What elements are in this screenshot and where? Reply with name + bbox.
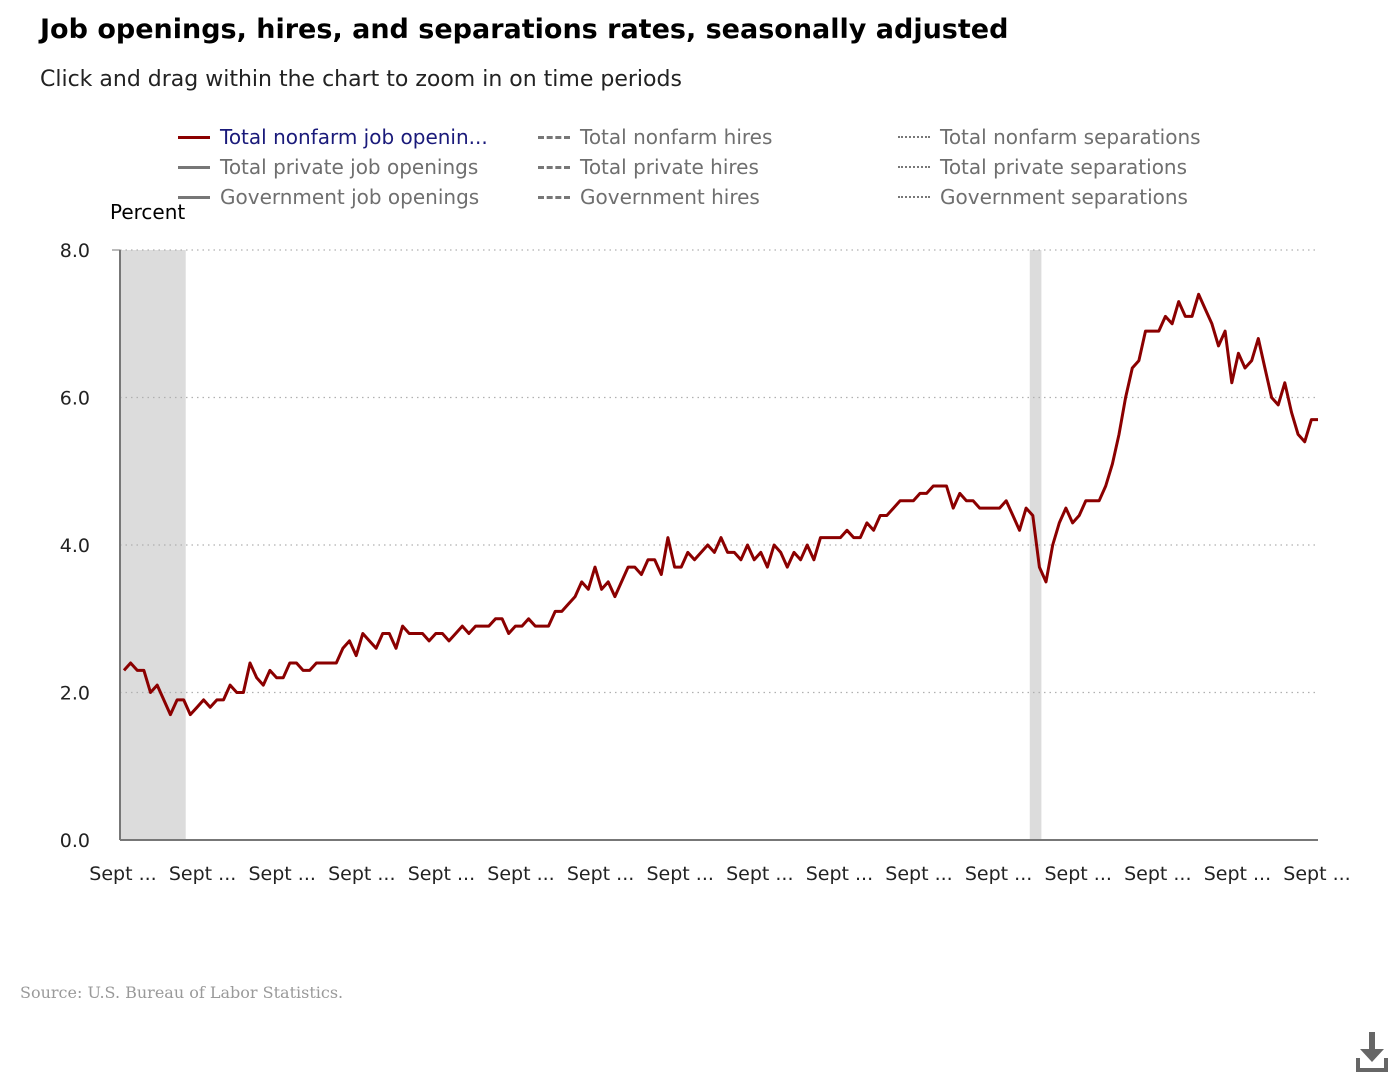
legend-swatch: [898, 136, 930, 138]
download-button[interactable]: [1352, 1030, 1392, 1074]
y-axis-label: Percent: [110, 200, 186, 224]
legend-label: Total private job openings: [220, 155, 479, 179]
chart-subtitle: Click and drag within the chart to zoom …: [40, 67, 682, 92]
x-tick-label: Sept ...: [965, 863, 1032, 885]
legend-swatch: [538, 195, 570, 199]
x-tick-label: Sept ...: [487, 863, 554, 885]
legend-swatch: [898, 196, 930, 198]
x-tick-label: Sept ...: [646, 863, 713, 885]
legend-item-government-separations[interactable]: Government separations: [898, 183, 1188, 211]
legend-swatch: [538, 165, 570, 169]
chart-title: Job openings, hires, and separations rat…: [40, 14, 1009, 45]
legend-item-total-nonfarm-separations[interactable]: Total nonfarm separations: [898, 123, 1201, 151]
legend-label: Total private hires: [580, 155, 759, 179]
x-tick-label: Sept ...: [1283, 863, 1350, 885]
x-tick-label: Sept ...: [328, 863, 395, 885]
x-tick-label: Sept ...: [885, 863, 952, 885]
legend-label: Total nonfarm job openin...: [220, 125, 488, 149]
download-icon: [1356, 1032, 1388, 1072]
legend-swatch: [538, 135, 570, 139]
x-tick-label: Sept ...: [567, 863, 634, 885]
y-tick-label: 4.0: [60, 535, 90, 557]
y-tick-label: 0.0: [60, 830, 90, 852]
legend-label: Government separations: [940, 185, 1188, 209]
legend-swatch: [178, 165, 210, 169]
x-tick-label: Sept ...: [408, 863, 475, 885]
legend-item-government-hires[interactable]: Government hires: [538, 183, 760, 211]
legend-swatch: [898, 166, 930, 168]
legend-label: Government job openings: [220, 185, 480, 209]
legend-swatch: [178, 135, 210, 139]
y-tick-label: 8.0: [60, 240, 90, 262]
legend-item-total-nonfarm-job-openings[interactable]: Total nonfarm job openin...: [178, 123, 488, 151]
legend-label: Total nonfarm separations: [940, 125, 1201, 149]
legend-item-total-private-separations[interactable]: Total private separations: [898, 153, 1187, 181]
legend-item-total-private-hires[interactable]: Total private hires: [538, 153, 759, 181]
x-tick-label: Sept ...: [1204, 863, 1271, 885]
legend-swatch: [178, 195, 210, 199]
legend-item-government-job-openings[interactable]: Government job openings: [178, 183, 479, 211]
legend-label: Total private separations: [940, 155, 1188, 179]
source-note: Source: U.S. Bureau of Labor Statistics.: [20, 983, 344, 1002]
legend-label: Government hires: [580, 185, 760, 209]
x-tick-label: Sept ...: [726, 863, 793, 885]
legend: Total nonfarm job openin... Total nonfar…: [178, 123, 1278, 215]
x-tick-label: Sept ...: [1124, 863, 1191, 885]
legend-item-total-private-job-openings[interactable]: Total private job openings: [178, 153, 478, 181]
x-tick-label: Sept ...: [806, 863, 873, 885]
chart-area[interactable]: 0.0 2.0 4.0 6.0 8.0 Sept ... Sept ... Sept ... S…: [0, 0, 1400, 960]
series-line-total-nonfarm-job-openings: [122, 292, 1318, 717]
legend-label: Total nonfarm hires: [580, 125, 773, 149]
x-tick-label: Sept ...: [1044, 863, 1111, 885]
x-tick-label: Sept ...: [169, 863, 236, 885]
legend-item-total-nonfarm-hires[interactable]: Total nonfarm hires: [538, 123, 772, 151]
y-tick-label: 6.0: [60, 388, 90, 410]
x-tick-label: Sept ...: [89, 863, 156, 885]
y-tick-label: 2.0: [60, 683, 90, 705]
x-tick-label: Sept ...: [248, 863, 315, 885]
